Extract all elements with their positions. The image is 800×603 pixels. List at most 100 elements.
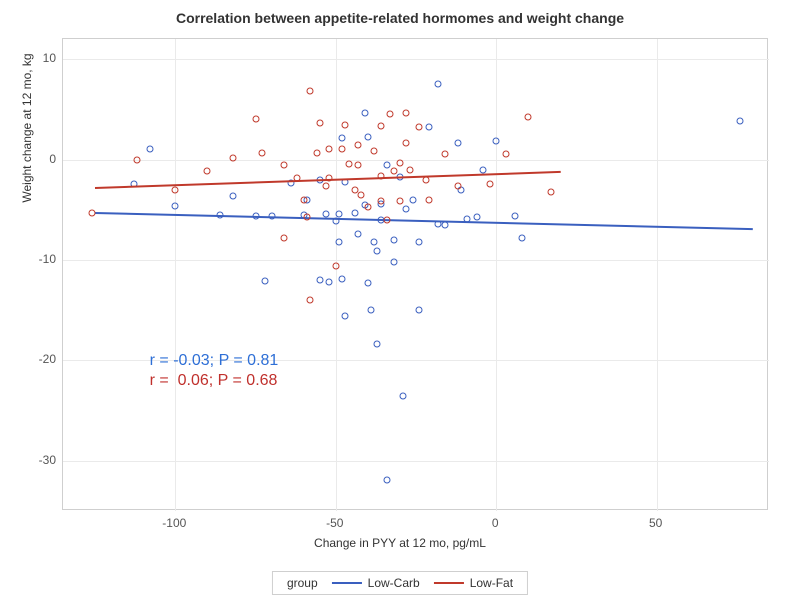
data-point-low-fat <box>384 216 391 223</box>
data-point-low-fat <box>377 197 384 204</box>
data-point-low-fat <box>387 111 394 118</box>
legend-item-low-fat: Low-Fat <box>434 576 513 590</box>
data-point-low-fat <box>355 142 362 149</box>
x-tick-label: 50 <box>649 516 662 530</box>
data-point-low-fat <box>454 182 461 189</box>
data-point-low-carb <box>339 276 346 283</box>
data-point-low-carb <box>493 138 500 145</box>
data-point-low-carb <box>326 279 333 286</box>
legend-title: group <box>287 576 318 590</box>
grid-line-horizontal <box>63 59 769 60</box>
data-point-low-carb <box>374 341 381 348</box>
data-point-low-carb <box>335 210 342 217</box>
y-tick-label: 0 <box>30 152 56 166</box>
data-point-low-carb <box>390 236 397 243</box>
data-point-low-carb <box>425 124 432 131</box>
data-point-low-fat <box>390 167 397 174</box>
grid-line-horizontal <box>63 260 769 261</box>
data-point-low-fat <box>371 148 378 155</box>
data-point-low-fat <box>416 124 423 131</box>
data-point-low-carb <box>262 278 269 285</box>
data-point-low-carb <box>480 166 487 173</box>
data-point-low-fat <box>396 159 403 166</box>
legend-label-low-fat: Low-Fat <box>470 576 513 590</box>
data-point-low-carb <box>316 277 323 284</box>
x-tick-label: -50 <box>326 516 343 530</box>
grid-line-horizontal <box>63 160 769 161</box>
plot-area: r = -0.03; P = 0.81 r = 0.06; P = 0.68 <box>62 38 768 510</box>
data-point-low-carb <box>364 134 371 141</box>
data-point-low-carb <box>361 110 368 117</box>
data-point-low-fat <box>525 114 532 121</box>
data-point-low-carb <box>323 210 330 217</box>
y-tick-label: -10 <box>30 252 56 266</box>
data-point-low-fat <box>486 180 493 187</box>
data-point-low-fat <box>172 186 179 193</box>
data-point-low-fat <box>307 88 314 95</box>
data-point-low-fat <box>547 188 554 195</box>
data-point-low-fat <box>396 197 403 204</box>
data-point-low-fat <box>441 151 448 158</box>
legend-swatch-low-fat <box>434 582 464 584</box>
regression-line-low-carb <box>95 212 753 230</box>
legend-label-low-carb: Low-Carb <box>368 576 420 590</box>
data-point-low-carb <box>368 307 375 314</box>
legend: group Low-Carb Low-Fat <box>272 571 528 595</box>
data-point-low-fat <box>313 150 320 157</box>
data-point-low-carb <box>384 476 391 483</box>
chart-container: Correlation between appetite-related hor… <box>0 0 800 603</box>
data-point-low-carb <box>400 392 407 399</box>
data-point-low-carb <box>512 212 519 219</box>
data-point-low-fat <box>281 161 288 168</box>
data-point-low-carb <box>409 196 416 203</box>
data-point-low-fat <box>252 116 259 123</box>
chart-title: Correlation between appetite-related hor… <box>0 10 800 26</box>
data-point-low-fat <box>339 146 346 153</box>
data-point-low-carb <box>518 234 525 241</box>
data-point-low-carb <box>342 313 349 320</box>
data-point-low-carb <box>390 258 397 265</box>
data-point-low-fat <box>403 140 410 147</box>
data-point-low-carb <box>454 140 461 147</box>
data-point-low-carb <box>416 307 423 314</box>
data-point-low-fat <box>323 182 330 189</box>
data-point-low-fat <box>403 110 410 117</box>
data-point-low-fat <box>364 203 371 210</box>
legend-swatch-low-carb <box>332 582 362 584</box>
data-point-low-carb <box>355 230 362 237</box>
data-point-low-fat <box>281 234 288 241</box>
data-point-low-fat <box>133 156 140 163</box>
data-point-low-carb <box>230 192 237 199</box>
grid-line-vertical <box>175 39 176 511</box>
data-point-low-fat <box>377 123 384 130</box>
data-point-low-fat <box>342 122 349 129</box>
data-point-low-carb <box>371 238 378 245</box>
data-point-low-carb <box>473 213 480 220</box>
y-tick-label: -30 <box>30 453 56 467</box>
data-point-low-carb <box>335 238 342 245</box>
data-point-low-carb <box>403 205 410 212</box>
data-point-low-fat <box>88 209 95 216</box>
data-point-low-fat <box>502 151 509 158</box>
data-point-low-carb <box>364 280 371 287</box>
data-point-low-carb <box>384 161 391 168</box>
data-point-low-fat <box>425 196 432 203</box>
data-point-low-carb <box>172 202 179 209</box>
data-point-low-fat <box>303 213 310 220</box>
data-point-low-fat <box>345 160 352 167</box>
data-point-low-carb <box>737 118 744 125</box>
grid-line-vertical <box>496 39 497 511</box>
data-point-low-carb <box>339 135 346 142</box>
data-point-low-fat <box>307 297 314 304</box>
data-point-low-carb <box>352 209 359 216</box>
data-point-low-carb <box>374 247 381 254</box>
correlation-annotation-1: r = -0.03; P = 0.81 <box>150 352 279 370</box>
data-point-low-fat <box>258 150 265 157</box>
grid-line-vertical <box>336 39 337 511</box>
correlation-annotation-2: r = 0.06; P = 0.68 <box>150 372 278 390</box>
data-point-low-fat <box>332 262 339 269</box>
data-point-low-fat <box>355 161 362 168</box>
data-point-low-fat <box>316 120 323 127</box>
data-point-low-carb <box>416 238 423 245</box>
y-tick-label: -20 <box>30 352 56 366</box>
